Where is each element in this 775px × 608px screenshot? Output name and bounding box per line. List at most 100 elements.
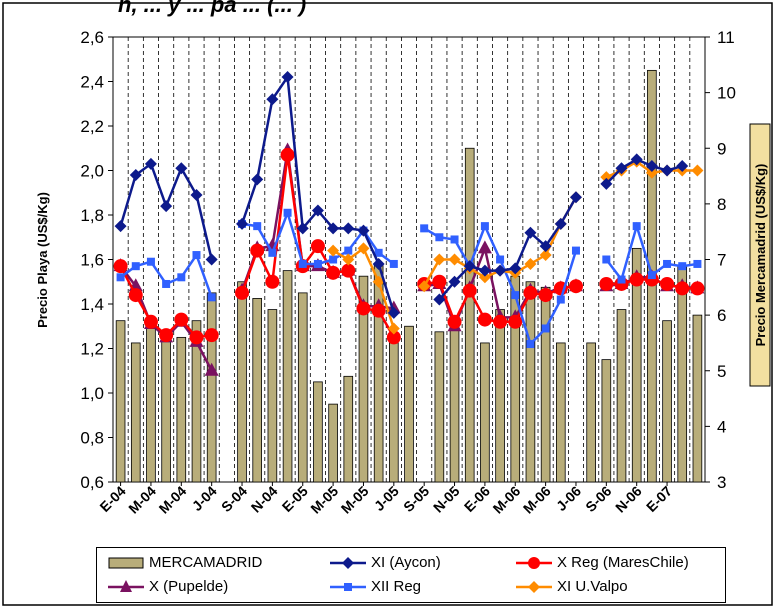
series-point <box>477 240 492 254</box>
series-point <box>433 293 446 306</box>
y-tick-label: 1,4 <box>80 295 104 314</box>
bar <box>206 292 217 483</box>
series-point <box>177 273 186 282</box>
series-point <box>310 239 325 254</box>
series-point <box>250 243 265 258</box>
series-point <box>129 168 142 181</box>
series-point <box>569 191 582 204</box>
bar <box>540 286 551 483</box>
bar <box>373 264 384 483</box>
legend-label: XI U.Valpo <box>557 578 628 595</box>
series-point <box>326 265 341 280</box>
legend-label: XII Reg <box>371 578 422 595</box>
bar <box>692 314 703 483</box>
series-point <box>678 262 687 271</box>
series-point <box>615 162 628 175</box>
series-point <box>556 295 565 304</box>
series-point <box>432 274 447 289</box>
series-point <box>341 263 356 278</box>
chart-title-fragment: n, ... y ... pa ... (... ) <box>118 0 306 17</box>
series-point <box>160 200 173 213</box>
series-point <box>418 280 431 293</box>
series-point <box>676 160 689 173</box>
y-tick-label: 2,0 <box>80 162 104 181</box>
y2-axis-label: Precio Mercamadrid (US$/Kg) <box>753 164 768 347</box>
y2-tick-label: 8 <box>717 195 726 214</box>
series-point <box>159 328 174 343</box>
y-tick-label: 1,6 <box>80 251 104 270</box>
series-point <box>480 222 489 231</box>
series-point <box>357 224 370 237</box>
series-point <box>298 259 307 268</box>
legend-label: XI (Aycon) <box>371 554 441 571</box>
series-point <box>204 362 219 376</box>
series-point <box>236 217 249 230</box>
series-point <box>693 259 702 268</box>
series-point <box>539 249 552 262</box>
bar <box>343 375 354 483</box>
series-point <box>450 235 459 244</box>
series-point <box>374 248 383 257</box>
bar <box>161 331 171 483</box>
series-point <box>538 288 553 303</box>
bar <box>130 342 141 483</box>
series-point <box>356 301 371 316</box>
legend-key <box>108 557 144 568</box>
bar <box>525 281 536 483</box>
series-point <box>478 271 491 284</box>
y-tick-label: 1,8 <box>80 206 104 225</box>
series-point <box>433 253 446 266</box>
series-point <box>539 240 552 253</box>
series-point <box>253 222 262 231</box>
y-tick-label: 2,6 <box>80 28 104 47</box>
series-line <box>438 196 578 301</box>
series-point <box>128 288 143 303</box>
series-point <box>645 160 658 173</box>
series-point <box>235 285 250 300</box>
series-point <box>204 328 219 343</box>
bar <box>616 309 627 483</box>
series-point <box>143 314 158 329</box>
bar <box>662 320 672 483</box>
series-point <box>691 164 704 177</box>
legend-key <box>516 556 552 569</box>
series-point <box>494 264 507 277</box>
series-point <box>283 208 292 217</box>
series-point <box>508 314 523 329</box>
bar <box>115 320 126 483</box>
series-point <box>420 224 429 233</box>
bar <box>297 292 308 483</box>
series-point <box>313 259 322 268</box>
series-point <box>554 217 567 230</box>
series-point <box>389 259 398 268</box>
series-point <box>435 233 444 242</box>
legend-item: X Reg (MaresChile) <box>515 554 689 571</box>
series-point <box>599 276 614 291</box>
series-point <box>174 312 189 327</box>
series-point <box>493 314 508 329</box>
series-point <box>690 281 705 296</box>
series-point <box>645 166 658 179</box>
series-point <box>602 255 611 264</box>
bar <box>434 331 445 483</box>
series-point <box>344 246 353 255</box>
series-point <box>617 275 626 284</box>
series-point <box>524 226 537 239</box>
series-point <box>523 285 538 300</box>
legend-label: MERCAMADRID <box>149 554 263 571</box>
bar <box>191 320 202 483</box>
y2-tick-label: 9 <box>717 139 726 158</box>
series-point <box>372 275 385 288</box>
bar <box>389 342 399 483</box>
legend-key <box>516 580 552 593</box>
series-point <box>496 255 505 264</box>
legend-item: X (Pupelde) <box>107 578 228 595</box>
legend-item: MERCAMADRID <box>107 554 262 571</box>
series-point <box>175 162 188 175</box>
series-point <box>265 274 280 289</box>
series-point <box>509 262 522 275</box>
series-point <box>675 281 690 296</box>
bar <box>464 147 475 483</box>
y-tick-label: 1,0 <box>80 384 104 403</box>
